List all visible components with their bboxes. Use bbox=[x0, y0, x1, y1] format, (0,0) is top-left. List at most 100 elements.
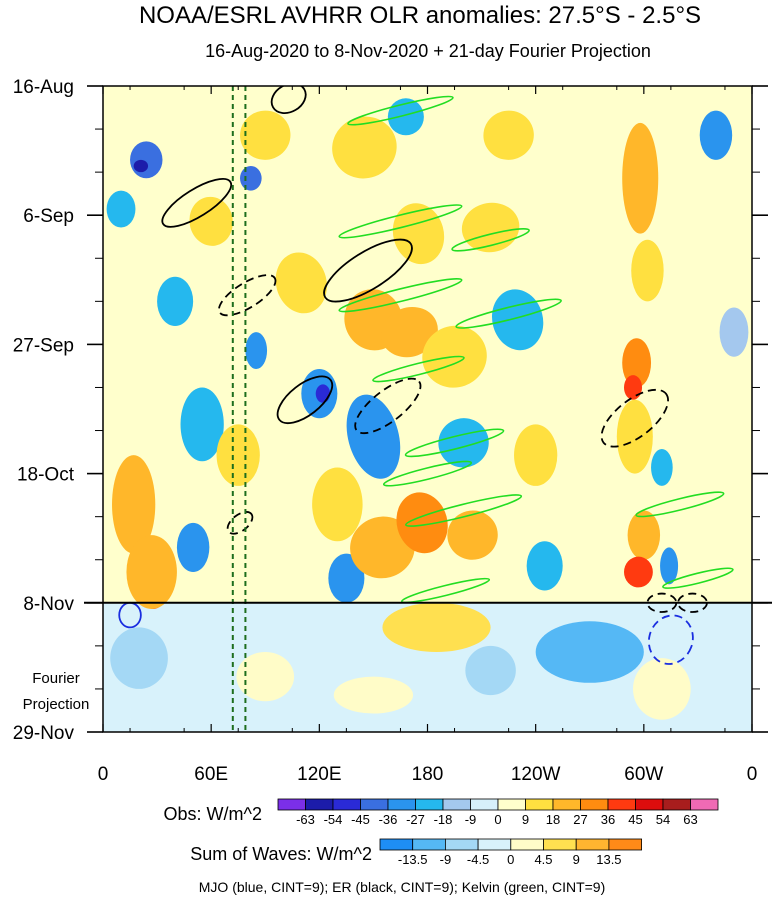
obs-legend-swatch-9 bbox=[526, 799, 554, 810]
obs-legend-swatch-14 bbox=[663, 799, 691, 810]
obs-legend-label-12: 45 bbox=[628, 812, 642, 827]
obs-legend-swatch-15 bbox=[691, 799, 719, 810]
anomaly-blob-14 bbox=[217, 424, 260, 486]
waves-legend-swatch-4 bbox=[511, 839, 544, 850]
obs-legend-title: Obs: W/m^2 bbox=[164, 804, 262, 824]
waves-legend-title: Sum of Waves: W/m^2 bbox=[190, 844, 372, 864]
obs-legend-label-7: 0 bbox=[494, 812, 501, 827]
anomaly-blob-18 bbox=[312, 467, 362, 541]
chart-title: NOAA/ESRL AVHRR OLR anomalies: 27.5°S - … bbox=[139, 2, 701, 29]
y-tick-label-4: 8-Nov bbox=[23, 594, 74, 615]
anomaly-blob-13 bbox=[245, 332, 267, 369]
obs-legend-label-1: -54 bbox=[324, 812, 343, 827]
waves-legend-swatch-2 bbox=[445, 839, 478, 850]
waves-legend-swatch-0 bbox=[380, 839, 413, 850]
obs-legend-swatch-7 bbox=[471, 799, 499, 810]
plot-area bbox=[84, 78, 772, 732]
anomaly-blob-4 bbox=[130, 141, 162, 178]
obs-legend-swatch-8 bbox=[498, 799, 526, 810]
anomaly-blob-51 bbox=[110, 627, 168, 689]
obs-legend-label-13: 54 bbox=[656, 812, 670, 827]
waves-legend-label-2: -4.5 bbox=[467, 852, 489, 867]
obs-legend-swatch-10 bbox=[553, 799, 581, 810]
anomaly-blob-3 bbox=[126, 535, 176, 609]
anomaly-blob-36 bbox=[527, 541, 563, 590]
obs-legend-swatch-12 bbox=[608, 799, 636, 810]
obs-legend-label-11: 36 bbox=[601, 812, 615, 827]
anomaly-blob-12 bbox=[240, 166, 262, 191]
obs-legend-label-10: 27 bbox=[573, 812, 587, 827]
obs-legend-label-6: -9 bbox=[465, 812, 477, 827]
waves-legend: -13.5 -9 -4.5 0 4.5 9 13.5 bbox=[380, 839, 642, 867]
y-tick-label-0: 16-Aug bbox=[13, 77, 74, 98]
anomaly-blob-53 bbox=[334, 677, 413, 714]
x-tick-label-5: 60W bbox=[624, 764, 663, 785]
anomaly-blob-28 bbox=[382, 603, 490, 652]
obs-legend-label-0: -63 bbox=[296, 812, 315, 827]
olr-hovmoller-chart: NOAA/ESRL AVHRR OLR anomalies: 27.5°S - … bbox=[0, 0, 772, 899]
waves-legend-swatch-6 bbox=[576, 839, 609, 850]
anomaly-blob-9 bbox=[177, 523, 209, 572]
x-tick-label-4: 120W bbox=[511, 764, 561, 785]
obs-legend-swatch-2 bbox=[333, 799, 361, 810]
waves-legend-label-4: 4.5 bbox=[534, 852, 552, 867]
waves-legend-label-6: 13.5 bbox=[596, 852, 621, 867]
x-tick-label-6: 0 bbox=[747, 764, 758, 785]
obs-legend-swatch-4 bbox=[388, 799, 416, 810]
anomaly-blob-42 bbox=[624, 375, 642, 400]
obs-legend-swatch-0 bbox=[278, 799, 306, 810]
anomaly-blob-54 bbox=[465, 646, 515, 695]
obs-legend: -63 -54 -45 -36 -27 -18 -9 0 9 18 27 36 45 54 63 bbox=[278, 799, 718, 827]
obs-legend-label-2: -45 bbox=[351, 812, 370, 827]
waves-legend-label-0: -13.5 bbox=[398, 852, 428, 867]
projection-label-line1: Fourier bbox=[32, 670, 80, 687]
obs-legend-label-8: 9 bbox=[522, 812, 529, 827]
y-tick-label-1: 6-Sep bbox=[23, 206, 74, 227]
anomaly-blob-37 bbox=[550, 172, 593, 246]
anomaly-blob-35 bbox=[514, 424, 557, 486]
anomaly-blob-50 bbox=[707, 486, 743, 548]
anomaly-blob-6 bbox=[107, 191, 136, 228]
anomaly-blob-47 bbox=[651, 449, 673, 486]
obs-legend-label-5: -18 bbox=[434, 812, 453, 827]
anomaly-blob-40 bbox=[631, 240, 663, 302]
waves-legend-swatch-3 bbox=[478, 839, 511, 850]
anomaly-blob-7 bbox=[157, 277, 193, 326]
anomaly-blob-39 bbox=[622, 123, 658, 234]
obs-legend-label-9: 18 bbox=[546, 812, 560, 827]
waves-legend-label-1: -9 bbox=[440, 852, 452, 867]
waves-legend-label-5: 9 bbox=[573, 852, 580, 867]
anomaly-blob-49 bbox=[720, 307, 749, 356]
obs-legend-label-14: 63 bbox=[683, 812, 697, 827]
y-tick-label-2: 27-Sep bbox=[13, 335, 74, 356]
waves-legend-label-3: 0 bbox=[507, 852, 514, 867]
obs-legend-swatch-1 bbox=[306, 799, 334, 810]
waves-legend-swatch-5 bbox=[544, 839, 577, 850]
x-tick-label-3: 180 bbox=[412, 764, 444, 785]
anomaly-blob-5 bbox=[134, 160, 148, 172]
anomaly-blob-17 bbox=[316, 384, 330, 402]
projection-label-line2: Projection bbox=[23, 696, 90, 713]
footnote: MJO (blue, CINT=9); ER (black, CINT=9); … bbox=[199, 879, 606, 895]
x-tick-label-0: 0 bbox=[98, 764, 109, 785]
anomaly-blob-43 bbox=[617, 400, 653, 474]
y-tick-label-3: 18-Oct bbox=[17, 465, 75, 486]
x-tick-label-1: 60E bbox=[194, 764, 228, 785]
y-tick-label-5: 29-Nov bbox=[13, 723, 75, 744]
obs-legend-swatch-6 bbox=[443, 799, 471, 810]
obs-legend-label-4: -27 bbox=[406, 812, 425, 827]
obs-legend-swatch-3 bbox=[361, 799, 389, 810]
anomaly-blob-46 bbox=[660, 547, 678, 584]
anomaly-blob-55 bbox=[633, 658, 691, 720]
chart-subtitle: 16-Aug-2020 to 8-Nov-2020 + 21-day Fouri… bbox=[205, 41, 651, 61]
anomaly-blob-45 bbox=[624, 557, 653, 588]
obs-legend-swatch-13 bbox=[636, 799, 664, 810]
obs-legend-label-3: -36 bbox=[379, 812, 398, 827]
obs-legend-swatch-5 bbox=[416, 799, 444, 810]
x-tick-label-2: 120E bbox=[297, 764, 341, 785]
waves-legend-swatch-1 bbox=[413, 839, 446, 850]
anomaly-blob-48 bbox=[700, 111, 732, 160]
anomaly-blob-38 bbox=[536, 621, 644, 683]
anomaly-blob-44 bbox=[628, 511, 660, 560]
obs-legend-swatch-11 bbox=[581, 799, 609, 810]
